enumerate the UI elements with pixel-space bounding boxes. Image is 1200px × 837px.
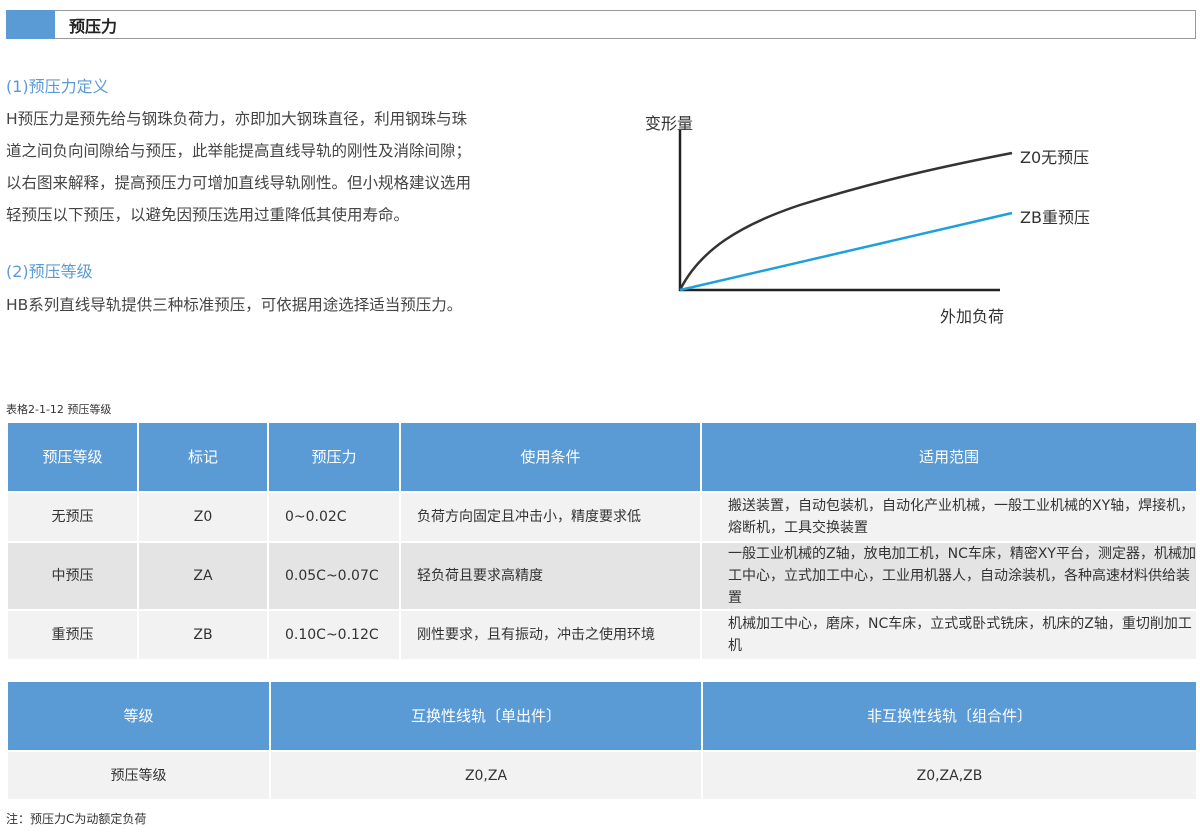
cell: 0~0.02C [267,491,401,543]
cell: 0.05C~0.07C [267,541,401,611]
cell: 中预压 [6,541,139,611]
text-line: 轻预压以下预压，以避免因预压选用过重降低其使用寿命。 [6,206,410,224]
col-header: 适用范围 [700,421,1198,493]
table-row: 预压等级 Z0,ZA Z0,ZA,ZB [6,750,1198,801]
cell: ZA [137,541,269,611]
section1-heading: (1)预压力定义 [6,77,109,96]
x-axis-label: 外加负荷 [940,307,1005,326]
cell: 预压等级 [6,750,271,801]
cell: Z0,ZA [269,750,703,801]
preload-diagram [678,130,1013,292]
text-line: 道之间负向间隙给与预压，此举能提高直线导轨的刚性及消除间隙； [6,142,472,160]
cell: 搬送装置，自动包装机，自动化产业机械，一般工业机械的XY轴，焊接机，熔断机，工具… [700,491,1198,543]
cell: 无预压 [6,491,139,543]
cell: ZB [137,609,269,661]
col-header: 使用条件 [399,421,702,493]
table-row: 重预压 ZB 0.10C~0.12C 刚性要求，且有振动，冲击之使用环境 机械加… [6,609,1198,661]
cell: Z0 [137,491,269,543]
cell: 刚性要求，且有振动，冲击之使用环境 [399,609,702,661]
grade-table: 等级 互换性线轨〔单出件〕 非互换性线轨〔组合件〕 预压等级 Z0,ZA Z0,… [6,680,1198,801]
cell: 重预压 [6,609,139,661]
z0-curve [678,151,1013,291]
table-row: 无预压 Z0 0~0.02C 负荷方向固定且冲击小，精度要求低 搬送装置，自动包… [6,491,1198,543]
section1-text: H预压力是预先给与钢珠负荷力，亦即加大钢珠直径，利用钢珠与珠 道之间负向间隙给与… [6,103,566,231]
col-header: 预压力 [267,421,401,493]
footnote: 注：预压力C为动额定负荷 [6,812,147,826]
cell: 机械加工中心，磨床，NC车床，立式或卧式铣床，机床的Z轴，重切削加工机 [700,609,1198,661]
cell: Z0,ZA,ZB [701,750,1198,801]
section2-text: HB系列直线导轨提供三种标准预压，可依据用途选择适当预压力。 [6,296,463,314]
zb-line [679,211,1013,292]
col-header: 非互换性线轨〔组合件〕 [701,680,1198,752]
table-row: 中预压 ZA 0.05C~0.07C 轻负荷且要求高精度 一般工业机械的Z轴，放… [6,541,1198,611]
text-line: 以右图来解释，提高预压力可增加直线导轨刚性。但小规格建议选用 [6,174,472,192]
preload-table: 预压等级 标记 预压力 使用条件 适用范围 无预压 Z0 0~0.02C 负荷方… [6,421,1198,661]
cell: 负荷方向固定且冲击小，精度要求低 [399,491,702,543]
y-axis-label: 变形量 [645,114,694,133]
col-header: 预压等级 [6,421,139,493]
section2-heading: (2)预压等级 [6,262,93,281]
cell: 0.10C~0.12C [267,609,401,661]
zb-label: ZB重预压 [1020,208,1090,227]
text-line: H预压力是预先给与钢珠负荷力，亦即加大钢珠直径，利用钢珠与珠 [6,110,468,128]
table-caption: 表格2-1-12 预压等级 [6,403,112,416]
cell: 轻负荷且要求高精度 [399,541,702,611]
col-header: 标记 [137,421,269,493]
cell: 一般工业机械的Z轴，放电加工机，NC车床，精密XY平台，测定器，机械加工中心，立… [700,541,1198,611]
col-header: 等级 [6,680,271,752]
header-accent-block [6,10,55,39]
page-title: 预压力 [69,16,118,36]
col-header: 互换性线轨〔单出件〕 [269,680,703,752]
section-header: 预压力 [6,10,1196,39]
z0-label: Z0无预压 [1020,148,1090,167]
